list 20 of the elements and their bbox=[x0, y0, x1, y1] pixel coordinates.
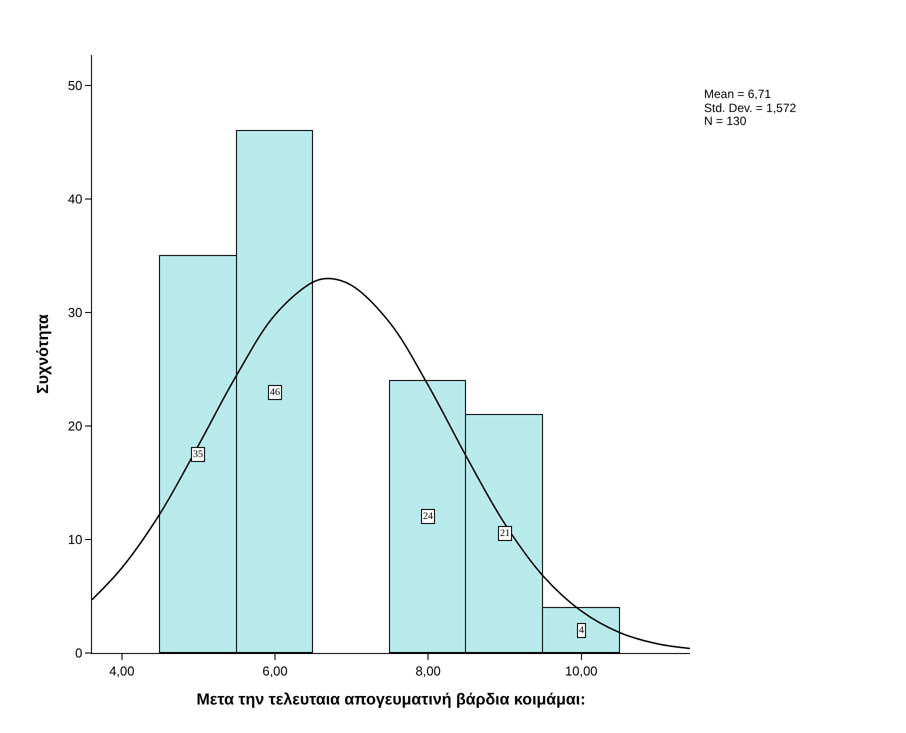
text: Std. Dev. = 1,572 bbox=[704, 101, 796, 115]
x-tick-label: 10,00 bbox=[564, 664, 598, 679]
x-axis-title: Μετα την τελευταια απογευματινή βάρδια κοιμάμαι: bbox=[196, 691, 586, 708]
x-tick-label: 8,00 bbox=[415, 664, 441, 679]
data-label: 35 bbox=[193, 449, 203, 460]
y-tick-label: 0 bbox=[75, 646, 82, 661]
x-tick-label: 4,00 bbox=[109, 664, 135, 679]
y-tick-label: 30 bbox=[68, 305, 82, 320]
data-label: 24 bbox=[423, 511, 433, 522]
y-tick-label: 50 bbox=[68, 78, 82, 94]
text: Mean = 6,71 bbox=[704, 87, 772, 101]
data-label: 4 bbox=[579, 625, 584, 636]
data-label: 46 bbox=[270, 387, 280, 398]
x-tick-label: 6,00 bbox=[262, 664, 288, 679]
y-axis-title: Συχνότητα bbox=[34, 314, 52, 394]
y-tick-label: 40 bbox=[68, 192, 82, 207]
text: N = 130 bbox=[704, 114, 747, 128]
data-label: 21 bbox=[500, 528, 510, 539]
y-tick-label: 10 bbox=[68, 532, 82, 548]
y-tick-label: 20 bbox=[68, 418, 82, 434]
